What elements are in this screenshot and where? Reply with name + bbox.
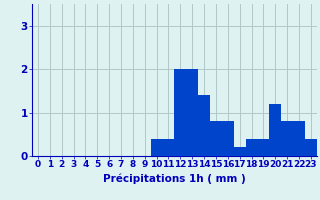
Bar xyxy=(222,121,234,156)
Bar xyxy=(293,121,305,156)
Bar xyxy=(151,139,163,156)
X-axis label: Précipitations 1h ( mm ): Précipitations 1h ( mm ) xyxy=(103,173,246,184)
Bar xyxy=(246,139,258,156)
Bar xyxy=(234,147,246,156)
Bar xyxy=(174,69,186,156)
Bar xyxy=(281,121,293,156)
Bar xyxy=(163,139,174,156)
Bar xyxy=(186,69,198,156)
Bar xyxy=(269,104,281,156)
Bar xyxy=(198,95,210,156)
Bar xyxy=(210,121,222,156)
Bar xyxy=(258,139,269,156)
Bar xyxy=(305,139,317,156)
